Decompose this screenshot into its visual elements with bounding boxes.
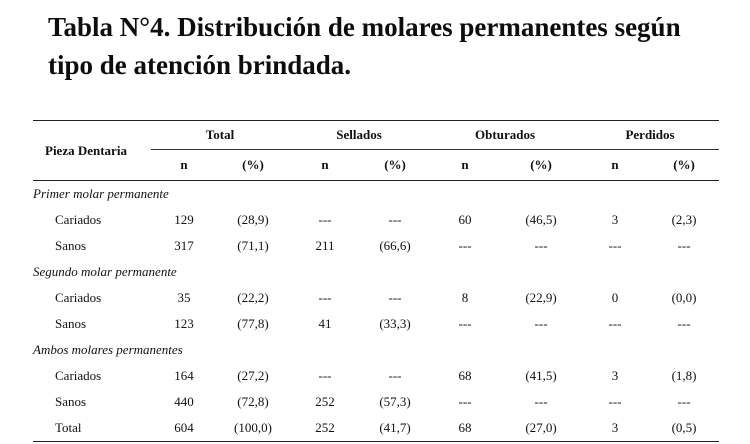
cell: (33,3): [379, 316, 411, 331]
table-row: Cariados 35 (22,2) --- --- 8 (22,9) 0 (0…: [33, 285, 719, 311]
cell: ---: [318, 212, 332, 227]
column-header-pieza-dentaria: Pieza Dentaria: [45, 142, 127, 158]
row-label: Sanos: [55, 316, 87, 331]
group-header-sellados: Sellados: [289, 120, 430, 150]
row-label: Cariados: [55, 212, 102, 227]
cell: ---: [677, 394, 691, 409]
cell: 252: [315, 420, 335, 435]
cell: (1,8): [671, 368, 697, 383]
table-row: Sanos 123 (77,8) 41 (33,3) --- --- --- -…: [33, 311, 719, 337]
cell: ---: [458, 238, 472, 253]
cell: ---: [608, 316, 622, 331]
cell: ---: [388, 368, 402, 383]
cell: 317: [174, 238, 194, 253]
group-header-obturados: Obturados: [429, 120, 582, 150]
cell: 60: [458, 212, 472, 227]
cell: ---: [458, 394, 472, 409]
row-label: Sanos: [55, 394, 87, 409]
cell: 68: [458, 368, 472, 383]
cell: ---: [318, 368, 332, 383]
table-row: Sanos 317 (71,1) 211 (66,6) --- --- --- …: [33, 233, 719, 259]
section-label: Primer molar permanente: [33, 186, 169, 201]
cell: (71,1): [237, 238, 269, 253]
cell: (2,3): [671, 212, 697, 227]
row-label: Sanos: [55, 238, 87, 253]
cell: 3: [611, 368, 619, 383]
cell: ---: [534, 238, 548, 253]
title-line-2: tipo de atención brindada.: [48, 50, 352, 80]
cell: 35: [177, 290, 191, 305]
row-label: Total: [55, 420, 82, 435]
cell: (46,5): [525, 212, 557, 227]
subheader-n: n: [611, 157, 619, 172]
subheader-n: n: [180, 157, 188, 172]
group-header-perdidos: Perdidos: [581, 120, 720, 150]
cell: 0: [611, 290, 619, 305]
section-row: Ambos molares permanentes: [33, 337, 719, 363]
cell: 440: [174, 394, 194, 409]
cell: ---: [534, 394, 548, 409]
table-row: Cariados 129 (28,9) --- --- 60 (46,5) 3 …: [33, 207, 719, 233]
cell: 3: [611, 420, 619, 435]
table-row: Total 604 (100,0) 252 (41,7) 68 (27,0) 3…: [33, 415, 720, 442]
cell: (77,8): [237, 316, 269, 331]
cell: (0,0): [671, 290, 697, 305]
cell: 68: [458, 420, 472, 435]
subheader-n: n: [321, 157, 329, 172]
section-label: Ambos molares permanentes: [33, 342, 183, 357]
section-row: Segundo molar permanente: [33, 259, 719, 285]
cell: (22,2): [237, 290, 269, 305]
cell: (41,7): [379, 420, 411, 435]
subheader-percent: (%): [242, 157, 264, 172]
cell: 41: [318, 316, 332, 331]
cell: ---: [388, 212, 402, 227]
row-label: Cariados: [55, 368, 102, 383]
cell: ---: [608, 238, 622, 253]
cell: 129: [174, 212, 194, 227]
cell: 8: [461, 290, 469, 305]
cell: (22,9): [525, 290, 557, 305]
table-row: Cariados 164 (27,2) --- --- 68 (41,5) 3 …: [33, 363, 719, 389]
cell: ---: [458, 316, 472, 331]
cell: (72,8): [237, 394, 269, 409]
cell: (27,0): [525, 420, 557, 435]
cell: ---: [318, 290, 332, 305]
cell: 252: [315, 394, 335, 409]
distribution-table: Pieza Dentaria Total Sellados Obturados …: [33, 120, 720, 442]
cell: (27,2): [237, 368, 269, 383]
cell: ---: [677, 316, 691, 331]
cell: ---: [534, 316, 548, 331]
cell: 123: [174, 316, 194, 331]
subheader-n: n: [461, 157, 469, 172]
subheader-percent: (%): [673, 157, 695, 172]
cell: ---: [388, 290, 402, 305]
cell: (57,3): [379, 394, 411, 409]
cell: (66,6): [379, 238, 411, 253]
cell: 211: [315, 238, 335, 253]
group-header-total: Total: [151, 120, 290, 150]
section-row: Primer molar permanente: [33, 181, 719, 208]
table-row: Sanos 440 (72,8) 252 (57,3) --- --- --- …: [33, 389, 719, 415]
subheader-percent: (%): [530, 157, 552, 172]
cell: 164: [174, 368, 194, 383]
cell: (0,5): [671, 420, 697, 435]
cell: ---: [677, 238, 691, 253]
section-label: Segundo molar permanente: [33, 264, 177, 279]
cell: 3: [611, 212, 619, 227]
cell: (28,9): [237, 212, 269, 227]
cell: 604: [174, 420, 194, 435]
table-body: Primer molar permanente Cariados 129 (28…: [33, 181, 720, 442]
table-title: Tabla N°4. Distribución de molares perma…: [48, 8, 738, 84]
subheader-percent: (%): [384, 157, 406, 172]
row-label: Cariados: [55, 290, 102, 305]
cell: ---: [608, 394, 622, 409]
title-line-1: Tabla N°4. Distribución de molares perma…: [48, 12, 681, 42]
table-header: Pieza Dentaria Total Sellados Obturados …: [33, 120, 720, 181]
cell: (41,5): [525, 368, 557, 383]
cell: (100,0): [234, 420, 272, 435]
